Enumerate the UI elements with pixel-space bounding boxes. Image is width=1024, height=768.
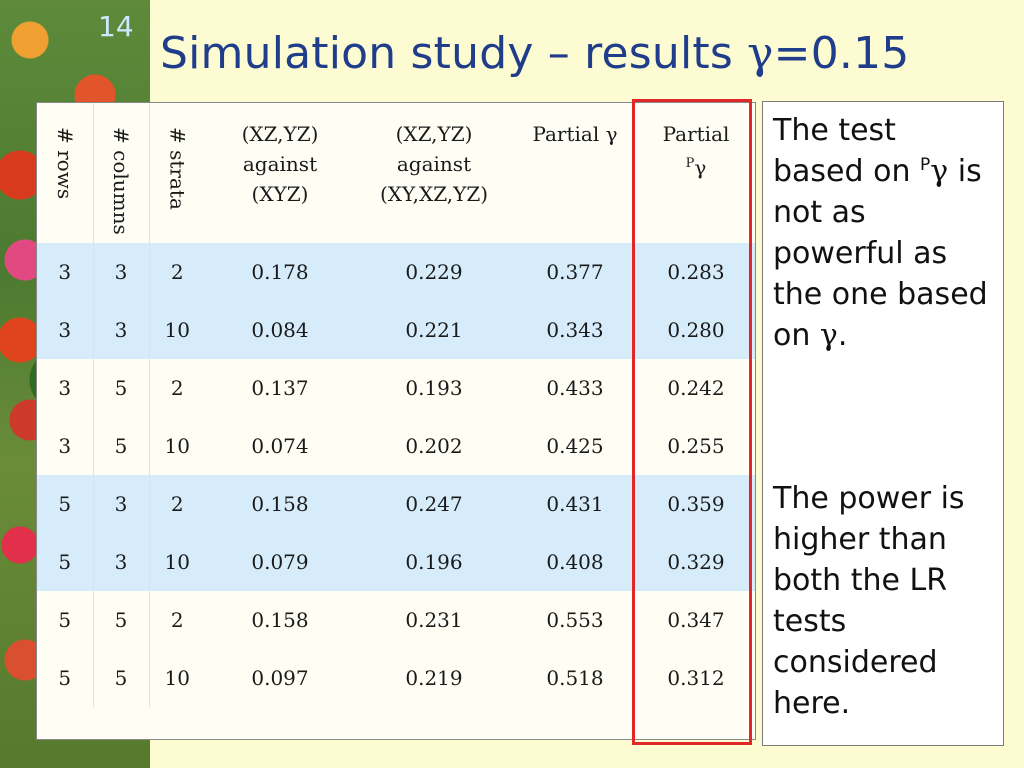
notes-panel: The test based on Pγ is not as powerful …	[762, 101, 1004, 746]
slide-number: 14	[98, 10, 134, 43]
table-row: 3 5 2 0.137 0.193 0.433 0.242	[37, 358, 755, 417]
cell-columns: 3	[92, 242, 149, 301]
table-row: 3 3 10 0.084 0.221 0.343 0.280	[37, 300, 755, 359]
results-table: # rows # columns # strata (XZ,YZ) agains…	[37, 103, 755, 707]
cell-partial-p-gamma: 0.283	[637, 242, 755, 301]
title-suffix: =0.15	[773, 28, 910, 79]
cell-columns: 3	[92, 300, 149, 359]
partial-p-gamma-emphasis-box	[632, 99, 752, 745]
cell-xzyz-vs-xyxzyz: 0.247	[355, 474, 513, 533]
cell-strata: 10	[148, 532, 205, 591]
cell-xzyz-vs-xyxzyz: 0.219	[405, 665, 463, 690]
cell-partial-gamma: 0.408	[513, 532, 637, 591]
cell-partial-p-gamma: 0.280	[637, 300, 755, 359]
cell-columns: 5	[92, 358, 149, 417]
slide-title: Simulation study – results γ=0.15	[160, 28, 910, 79]
results-table-container: # rows # columns # strata (XZ,YZ) agains…	[36, 102, 756, 740]
cell-partial-p-gamma: 0.312	[667, 665, 725, 690]
cell-rows: 5	[58, 665, 72, 690]
table-header-row: # rows # columns # strata (XZ,YZ) agains…	[37, 103, 755, 243]
cell-partial-p-gamma: 0.329	[637, 532, 755, 591]
cell-strata: 10	[148, 416, 205, 475]
table-row: 5 5 2 0.158 0.231 0.553 0.347	[37, 590, 755, 649]
cell-rows: 5	[37, 532, 93, 591]
cell-xzyz-vs-xyz: 0.158	[251, 607, 309, 632]
cell-rows: 5	[37, 474, 93, 533]
cell-rows: 3	[37, 300, 93, 359]
cell-partial-gamma: 0.518	[546, 665, 604, 690]
cell-partial-p-gamma: 0.255	[667, 433, 725, 458]
cell-rows: 3	[58, 433, 72, 458]
cell-columns: 5	[92, 648, 149, 707]
cell-partial-p-gamma: 0.359	[637, 474, 755, 533]
table-row: 5 3 2 0.158 0.247 0.431 0.359	[37, 474, 755, 533]
cell-columns: 5	[92, 416, 149, 475]
title-gamma: γ	[747, 28, 774, 79]
cell-xzyz-vs-xyxzyz: 0.231	[405, 607, 463, 632]
cell-xzyz-vs-xyxzyz: 0.229	[355, 242, 513, 301]
note-power-comparison: The test based on Pγ is not as powerful …	[773, 113, 988, 353]
cell-columns: 3	[92, 474, 149, 533]
cell-partial-gamma: 0.425	[546, 433, 604, 458]
cell-strata: 2	[148, 358, 205, 417]
cell-rows: 3	[58, 375, 72, 400]
cell-xzyz-vs-xyz: 0.084	[205, 300, 355, 359]
cell-strata: 10	[148, 300, 205, 359]
header-rows: # rows	[52, 127, 77, 200]
cell-columns: 5	[92, 590, 149, 649]
cell-partial-gamma: 0.343	[513, 300, 637, 359]
header-strata: # strata	[148, 103, 205, 243]
cell-strata: 2	[148, 474, 205, 533]
cell-partial-gamma: 0.433	[546, 375, 604, 400]
cell-strata: 2	[148, 242, 205, 301]
table-row: 3 5 10 0.074 0.202 0.425 0.255	[37, 416, 755, 475]
cell-xzyz-vs-xyxzyz: 0.221	[355, 300, 513, 359]
table-body: 3 3 2 0.178 0.229 0.377 0.283 3 3 10 0.0…	[37, 242, 755, 707]
cell-strata: 2	[148, 590, 205, 649]
cell-xzyz-vs-xyz: 0.137	[251, 375, 309, 400]
cell-xzyz-vs-xyxzyz: 0.193	[405, 375, 463, 400]
header-xzyz-vs-xyxzyz: (XZ,YZ) against (XY,XZ,YZ)	[379, 122, 489, 206]
header-partial-gamma: Partial γ	[532, 122, 618, 146]
cell-rows: 3	[37, 242, 93, 301]
header-partial-p-gamma: Partial Pγ	[662, 122, 730, 180]
table-row: 3 3 2 0.178 0.229 0.377 0.283	[37, 242, 755, 301]
table-row: 5 3 10 0.079 0.196 0.408 0.329	[37, 532, 755, 591]
cell-partial-gamma: 0.377	[513, 242, 637, 301]
title-prefix: Simulation study – results	[160, 28, 748, 79]
header-columns: # columns	[92, 103, 149, 243]
cell-xzyz-vs-xyz: 0.158	[205, 474, 355, 533]
cell-rows: 5	[58, 607, 72, 632]
note-lr-tests: The power is higher than both the LR tes…	[773, 481, 965, 721]
cell-xzyz-vs-xyz: 0.079	[205, 532, 355, 591]
cell-xzyz-vs-xyxzyz: 0.196	[355, 532, 513, 591]
cell-xzyz-vs-xyxzyz: 0.202	[405, 433, 463, 458]
cell-xzyz-vs-xyz: 0.074	[251, 433, 309, 458]
cell-xzyz-vs-xyz: 0.097	[251, 665, 309, 690]
header-xzyz-vs-xyz: (XZ,YZ) against (XYZ)	[241, 122, 319, 206]
table-row: 5 5 10 0.097 0.219 0.518 0.312	[37, 648, 755, 707]
cell-columns: 3	[92, 532, 149, 591]
cell-xzyz-vs-xyz: 0.178	[205, 242, 355, 301]
cell-partial-p-gamma: 0.347	[667, 607, 725, 632]
cell-partial-gamma: 0.431	[513, 474, 637, 533]
cell-partial-gamma: 0.553	[546, 607, 604, 632]
cell-strata: 10	[148, 648, 205, 707]
cell-partial-p-gamma: 0.242	[667, 375, 725, 400]
